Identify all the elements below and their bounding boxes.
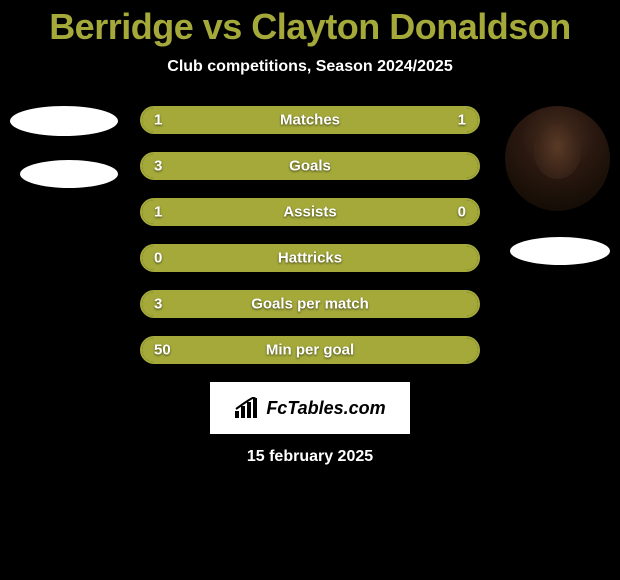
stat-bar-fill-right [411, 200, 478, 224]
page-title: Berridge vs Clayton Donaldson [0, 0, 620, 48]
stat-bar: 1 1 Matches [140, 106, 480, 134]
fctables-logo-text: FcTables.com [266, 398, 385, 419]
fctables-logo: FcTables.com [210, 382, 410, 434]
stat-value-right: 0 [458, 205, 466, 220]
stat-bar-fill-left [142, 200, 411, 224]
stat-bar: 3 Goals per match [140, 290, 480, 318]
stat-label: Min per goal [266, 343, 354, 358]
stat-label: Goals [289, 159, 331, 174]
fctables-chart-icon [234, 397, 260, 419]
stat-value-left: 50 [154, 343, 171, 358]
stat-label: Matches [280, 113, 340, 128]
stat-label: Assists [283, 205, 336, 220]
stat-value-left: 0 [154, 251, 162, 266]
stat-bars: 1 1 Matches 3 Goals 1 0 Assists 0 Hattricks 3 Goals… [140, 106, 480, 364]
stat-value-left: 1 [154, 113, 162, 128]
stat-label: Goals per match [251, 297, 369, 312]
stat-value-left: 3 [154, 297, 162, 312]
player-right-club-badge [510, 237, 610, 265]
player-left-club-badge [20, 160, 118, 188]
player-left-avatar [10, 106, 118, 136]
stat-bar: 50 Min per goal [140, 336, 480, 364]
stat-value-left: 1 [154, 205, 162, 220]
stat-bar: 0 Hattricks [140, 244, 480, 272]
stat-bar: 1 0 Assists [140, 198, 480, 226]
date-label: 15 february 2025 [0, 448, 620, 466]
comparison-content: 1 1 Matches 3 Goals 1 0 Assists 0 Hattricks 3 Goals… [0, 106, 620, 466]
stat-label: Hattricks [278, 251, 342, 266]
stat-value-left: 3 [154, 159, 162, 174]
subtitle: Club competitions, Season 2024/2025 [0, 58, 620, 76]
player-right-avatar [505, 106, 610, 211]
stat-bar: 3 Goals [140, 152, 480, 180]
stat-value-right: 1 [458, 113, 466, 128]
